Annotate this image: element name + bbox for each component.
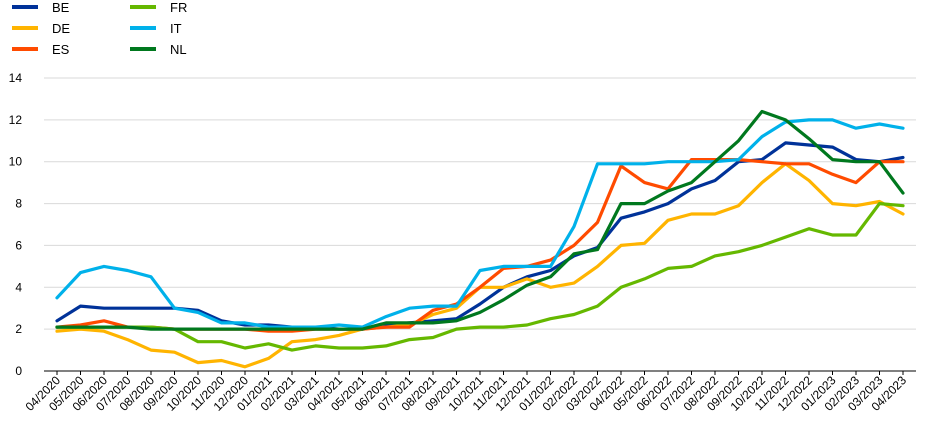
legend: BE DE ES FR IT NL: [12, 0, 187, 57]
legend-label-de: DE: [52, 21, 70, 36]
x-tick-labels: 04/202005/202006/202007/202008/202009/20…: [23, 373, 910, 414]
axes: [44, 370, 916, 375]
legend-label-es: ES: [52, 42, 70, 57]
legend-label-be: BE: [52, 0, 70, 15]
y-tick-label: 10: [9, 155, 23, 169]
y-gridlines: [44, 77, 916, 330]
y-tick-label: 12: [9, 113, 23, 127]
series-line-nl: [55, 109, 905, 331]
series-line-be: [55, 141, 905, 331]
legend-label-nl: NL: [170, 42, 187, 57]
series-line-fr: [55, 202, 905, 352]
legend-label-it: IT: [170, 21, 182, 36]
series-lines: [55, 109, 905, 369]
y-tick-label: 6: [15, 238, 22, 252]
series-line-it: [55, 118, 905, 329]
series-line-de: [55, 162, 905, 369]
y-tick-label: 4: [15, 280, 22, 294]
y-tick-labels: 0 2 4 6 8 10 12 14: [9, 71, 23, 378]
y-tick-label: 2: [15, 322, 22, 336]
y-tick-label: 8: [15, 197, 22, 211]
legend-label-fr: FR: [170, 0, 187, 15]
y-tick-label: 14: [9, 71, 23, 85]
y-tick-label: 0: [15, 364, 22, 378]
